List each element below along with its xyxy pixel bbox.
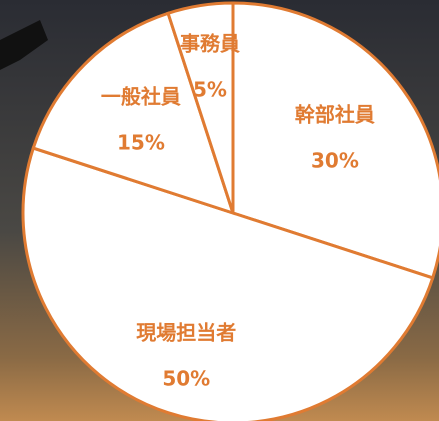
slice-value: 30% <box>311 148 359 172</box>
slice-value: 15% <box>117 130 165 154</box>
slice-label: 事務員 <box>180 31 240 55</box>
page: 幹部社員30%現場担当者50%一般社員15%事務員5% (() => { con… <box>0 0 439 421</box>
slice-value: 50% <box>162 366 210 390</box>
slice-label: 一般社員 <box>101 84 181 108</box>
slice-value: 5% <box>193 77 227 101</box>
chart: 幹部社員 30% 現場担当者 50% 一般社員 15% 事務員 5% <box>0 0 439 421</box>
slice-label: 現場担当者 <box>136 320 236 344</box>
slice-label: 幹部社員 <box>295 102 375 126</box>
